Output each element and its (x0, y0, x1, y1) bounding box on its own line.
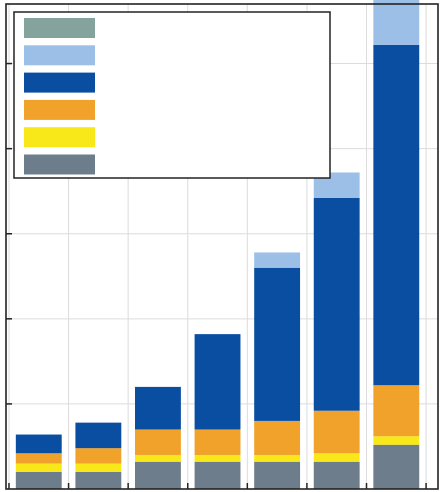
bar-segment-5-series-4 (254, 267, 301, 421)
legend-box (13, 11, 331, 179)
bar-segment-7-series-5 (373, 0, 420, 45)
bar-segment-2-series-3 (75, 448, 122, 464)
legend-swatch-2 (24, 45, 95, 66)
bar-segment-5-series-1 (254, 461, 301, 489)
bar-segment-3-series-2 (135, 454, 181, 462)
bar-segment-1-series-4 (15, 434, 62, 454)
legend-swatch-1 (24, 18, 95, 38)
legend-swatch-6 (24, 154, 95, 175)
bar-segment-5-series-3 (254, 420, 301, 455)
bar-segment-3-series-4 (135, 386, 181, 430)
bar-segment-3-series-1 (135, 461, 181, 489)
bar-segment-2-series-1 (75, 471, 122, 489)
bar-segment-1-series-1 (15, 471, 62, 489)
plot-border (5, 3, 439, 490)
bar-segment-5-series-5 (254, 252, 301, 268)
bar-segment-6-series-4 (313, 198, 360, 411)
bar-segment-7-series-2 (373, 436, 420, 445)
bar-segment-7-series-1 (373, 444, 420, 489)
bar-segment-3-series-3 (135, 429, 181, 455)
legend (13, 11, 331, 179)
legend-swatch-5 (24, 127, 95, 148)
bar-segment-4-series-3 (194, 429, 241, 455)
bar-segment-6-series-2 (313, 453, 360, 462)
legend-swatch-3 (24, 72, 95, 93)
bar-segment-4-series-4 (194, 334, 241, 430)
bar-segment-4-series-2 (194, 454, 241, 462)
bar-segment-1-series-2 (15, 463, 62, 472)
bar-segment-6-series-3 (313, 410, 360, 454)
bar-segment-2-series-2 (75, 463, 122, 472)
bars (15, 0, 420, 489)
bar-segment-7-series-3 (373, 385, 420, 437)
bar-segment-4-series-1 (194, 461, 241, 489)
bar-segment-7-series-4 (373, 44, 420, 386)
bar-segment-2-series-4 (75, 422, 122, 449)
bar-segment-5-series-2 (254, 454, 301, 462)
bar-segment-1-series-3 (15, 453, 62, 464)
bar-segment-6-series-1 (313, 461, 360, 489)
legend-swatch-4 (24, 99, 95, 120)
plot-frame (5, 3, 439, 490)
